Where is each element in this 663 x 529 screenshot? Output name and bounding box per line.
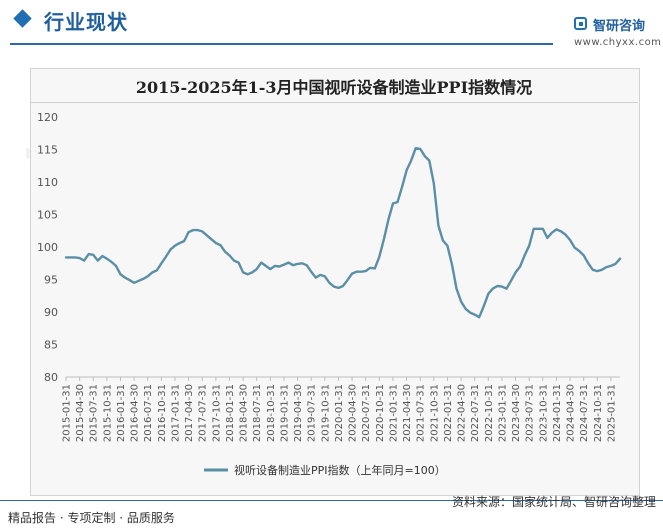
x-tick-label: 2019-10-31 bbox=[320, 384, 331, 442]
x-tick-label: 2016-04-30 bbox=[130, 384, 141, 442]
x-tick-label: 2017-04-30 bbox=[184, 384, 195, 442]
x-tick-label: 2015-07-31 bbox=[89, 384, 100, 442]
chart-title-divider bbox=[30, 102, 638, 103]
section-header: 行业现状 智研咨询 www.chyxx.com bbox=[0, 0, 663, 48]
x-tick-label: 2022-04-30 bbox=[457, 384, 468, 442]
y-tick-label: 115 bbox=[37, 144, 58, 157]
x-tick-label: 2017-01-31 bbox=[170, 384, 181, 442]
x-tick-label: 2020-01-31 bbox=[334, 384, 345, 442]
x-tick-label: 2019-04-30 bbox=[293, 384, 304, 442]
x-tick-label: 2021-04-30 bbox=[402, 384, 413, 442]
y-tick-label: 80 bbox=[44, 371, 58, 384]
x-tick-label: 2020-07-31 bbox=[361, 384, 372, 442]
x-tick-label: 2020-10-31 bbox=[375, 384, 386, 442]
x-tick-label: 2024-01-31 bbox=[552, 384, 563, 442]
legend-label: 视听设备制造业PPI指数（上年同月=100） bbox=[234, 463, 446, 477]
x-tick-label: 2023-07-31 bbox=[525, 384, 536, 442]
x-tick-label: 2022-01-31 bbox=[443, 384, 454, 442]
x-tick-label: 2021-07-31 bbox=[416, 384, 427, 442]
footer-tagline: 精品报告 · 专项定制 · 品质服务 bbox=[8, 511, 175, 525]
x-tick-label: 2023-10-31 bbox=[538, 384, 549, 442]
x-tick-label: 2023-01-31 bbox=[497, 384, 508, 442]
y-tick-label: 100 bbox=[37, 241, 58, 254]
x-tick-label: 2015-01-31 bbox=[62, 384, 73, 442]
brand-icon bbox=[574, 17, 587, 30]
section-title: 行业现状 bbox=[44, 10, 128, 34]
x-tick-label: 2017-07-31 bbox=[198, 384, 209, 442]
y-tick-label: 105 bbox=[37, 209, 58, 222]
x-tick-label: 2019-07-31 bbox=[307, 384, 318, 442]
x-tick-label: 2024-07-31 bbox=[579, 384, 590, 442]
y-tick-label: 90 bbox=[44, 306, 58, 319]
header-divider bbox=[10, 43, 553, 45]
footer-divider bbox=[0, 500, 663, 501]
x-tick-label: 2022-07-31 bbox=[470, 384, 481, 442]
x-tick-label: 2024-10-31 bbox=[593, 384, 604, 442]
brand-url: www.chyxx.com bbox=[574, 37, 662, 48]
source-note: 资料来源：国家统计局、智研咨询整理 bbox=[451, 495, 656, 509]
x-tick-label: 2015-10-31 bbox=[102, 384, 113, 442]
x-tick-label: 2018-01-31 bbox=[225, 384, 236, 442]
chart-title: 2015-2025年1-3月中国视听设备制造业PPI指数情况 bbox=[135, 78, 533, 97]
x-tick-label: 2020-04-30 bbox=[348, 384, 359, 442]
x-tick-label: 2019-01-31 bbox=[279, 384, 290, 442]
x-tick-label: 2018-07-31 bbox=[252, 384, 263, 442]
x-tick-label: 2023-04-30 bbox=[511, 384, 522, 442]
y-tick-label: 120 bbox=[37, 111, 58, 124]
y-tick-label: 95 bbox=[44, 274, 58, 287]
x-tick-label: 2025-01-31 bbox=[606, 384, 617, 442]
x-tick-label: 2021-10-31 bbox=[429, 384, 440, 442]
x-tick-label: 2022-10-31 bbox=[484, 384, 495, 442]
y-tick-label: 110 bbox=[37, 176, 58, 189]
brand-name: 智研咨询 bbox=[593, 19, 646, 34]
x-tick-label: 2016-01-31 bbox=[116, 384, 127, 442]
x-tick-label: 2024-04-30 bbox=[566, 384, 577, 442]
x-tick-label: 2016-07-31 bbox=[143, 384, 154, 442]
x-tick-label: 2021-01-31 bbox=[388, 384, 399, 442]
x-tick-label: 2016-10-31 bbox=[157, 384, 168, 442]
series-line bbox=[64, 146, 622, 319]
x-tick-label: 2017-10-31 bbox=[211, 384, 222, 442]
x-tick-label: 2018-10-31 bbox=[266, 384, 277, 442]
y-tick-label: 85 bbox=[44, 339, 58, 352]
chart-frame bbox=[30, 68, 640, 496]
x-tick-label: 2015-04-30 bbox=[75, 384, 86, 442]
x-tick-label: 2018-04-30 bbox=[239, 384, 250, 442]
